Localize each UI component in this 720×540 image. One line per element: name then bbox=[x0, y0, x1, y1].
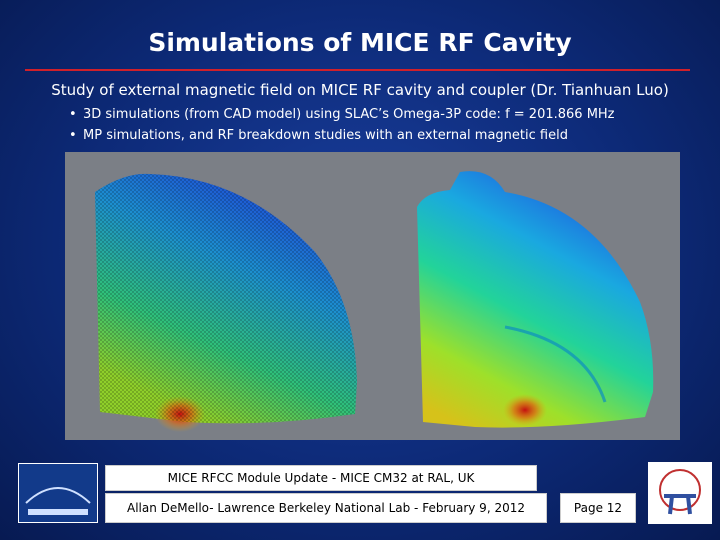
bullet: 3D simulations (from CAD model) using SL… bbox=[69, 107, 615, 122]
lab-logo bbox=[18, 463, 98, 523]
simulation-images bbox=[65, 152, 680, 440]
footer-author: Allan DeMello- Lawrence Berkeley Nationa… bbox=[105, 493, 547, 523]
subtitle: Study of external magnetic field on MICE… bbox=[51, 81, 669, 99]
title-rule bbox=[25, 69, 690, 71]
footer-event: MICE RFCC Module Update - MICE CM32 at R… bbox=[105, 465, 537, 491]
field-cavity bbox=[417, 171, 654, 428]
slide-title: Simulations of MICE RF Cavity bbox=[148, 28, 572, 57]
footer-page: Page 12 bbox=[560, 493, 636, 523]
mice-logo bbox=[648, 462, 712, 524]
mesh-cavity bbox=[95, 173, 357, 432]
bullet: MP simulations, and RF breakdown studies… bbox=[69, 128, 568, 143]
